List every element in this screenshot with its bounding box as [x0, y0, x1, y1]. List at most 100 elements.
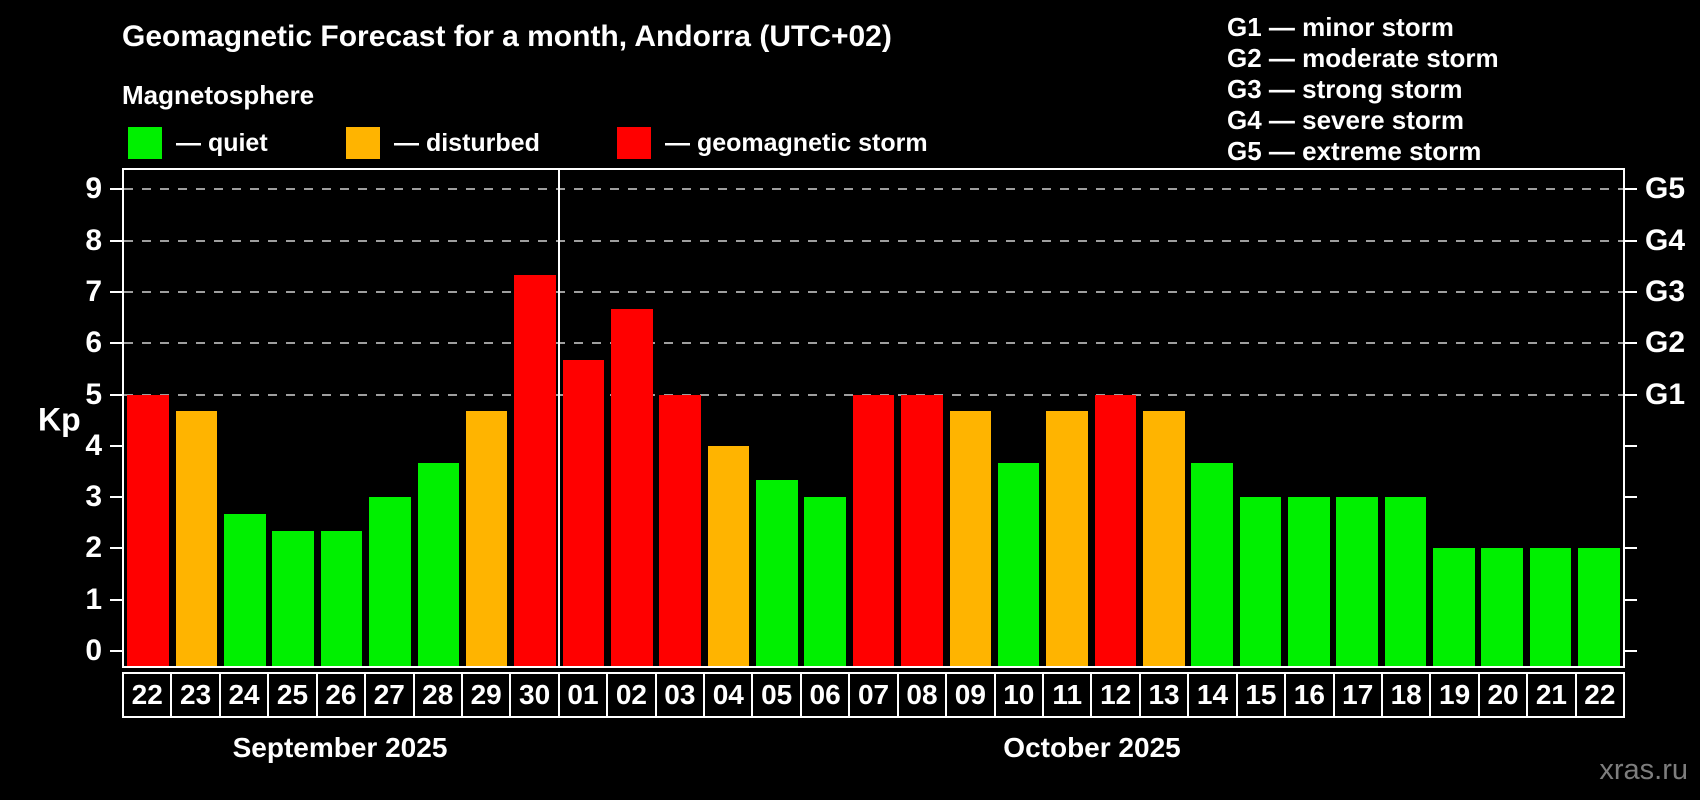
day-label: 23 [170, 672, 221, 718]
quiet-swatch-icon [128, 127, 162, 159]
legend-item-disturbed: — disturbed [346, 126, 540, 160]
kp-bar [756, 480, 798, 666]
storm-scale-legend-g4: G4 — severe storm [1227, 105, 1465, 135]
day-label: 03 [654, 672, 706, 718]
bar-cell [946, 170, 994, 666]
kp-bar [949, 411, 992, 666]
g-scale-label-g3: G3 [1645, 274, 1686, 308]
right-axis-tick [1625, 650, 1637, 652]
gridline-kp-7 [124, 290, 1623, 293]
day-label: 22 [122, 672, 173, 718]
y-axis-tick-label: 1 [85, 582, 102, 616]
plot-area [122, 168, 1625, 668]
day-label: 21 [1526, 672, 1577, 718]
y-axis-tick [110, 393, 122, 396]
y-axis-tick [110, 444, 122, 447]
right-axis-tick [1625, 444, 1637, 447]
right-axis-tick [1625, 188, 1637, 191]
bar-cell [1575, 170, 1623, 666]
month-separator-line [558, 170, 561, 666]
storm-scale-legend-g1: G1 — minor storm [1227, 12, 1454, 42]
bar-cell [849, 170, 897, 666]
bar-cell [1333, 170, 1381, 666]
kp-bar [175, 411, 218, 666]
y-axis-tick-label: 8 [85, 223, 102, 257]
kp-bar [465, 411, 508, 666]
y-axis-title: Kp [38, 401, 81, 438]
storm-swatch-icon [617, 127, 651, 159]
bar-cell [172, 170, 220, 666]
day-label: 20 [1477, 672, 1529, 718]
bar-cell [753, 170, 801, 666]
y-axis-tick [110, 547, 122, 550]
y-axis-tick [110, 239, 122, 242]
right-axis-tick [1625, 393, 1637, 396]
day-label: 16 [1284, 672, 1335, 718]
day-label: 14 [1187, 672, 1238, 718]
gridline-kp-8 [124, 239, 1623, 242]
y-axis-tick [110, 290, 122, 293]
bar-cell [656, 170, 704, 666]
kp-bar [1239, 497, 1282, 666]
day-label: 09 [945, 672, 996, 718]
g-scale-label-g5: G5 [1645, 172, 1686, 206]
kp-bar [1336, 497, 1378, 666]
day-label: 13 [1138, 672, 1190, 718]
day-label: 26 [315, 672, 367, 718]
bar-cell [124, 170, 172, 666]
day-label: 10 [993, 672, 1045, 718]
legend-label-disturbed: — disturbed [394, 128, 540, 157]
g-scale-label-g4: G4 [1645, 223, 1686, 257]
bar-cell [1285, 170, 1333, 666]
bar-cell [317, 170, 365, 666]
right-axis-tick [1625, 598, 1637, 601]
storm-scale-legend-g3: G3 — strong storm [1227, 74, 1463, 104]
day-label: 22 [1574, 672, 1626, 718]
kp-bar [1433, 548, 1475, 666]
day-label: 05 [751, 672, 802, 718]
day-label: 02 [606, 672, 657, 718]
kp-bar [659, 394, 701, 666]
y-axis-tick [110, 188, 122, 191]
bar-cell [1043, 170, 1091, 666]
legend-label-storm: — geomagnetic storm [665, 128, 928, 157]
kp-bar [369, 497, 411, 666]
storm-scale-legend-g5: G5 — extreme storm [1227, 136, 1482, 166]
bar-cell [608, 170, 656, 666]
legend-label-quiet: — quiet [176, 128, 268, 157]
y-axis-tick-label: 3 [85, 480, 102, 514]
y-axis-tick [110, 650, 122, 652]
kp-bar [417, 462, 460, 666]
bar-cell [559, 170, 607, 666]
bar-cell [1430, 170, 1478, 666]
bar-cell [221, 170, 269, 666]
day-label: 06 [799, 672, 851, 718]
storm-scale-legend: G1 — minor storm G2 — moderate storm G3 … [1227, 12, 1499, 167]
bar-cell [994, 170, 1042, 666]
chart-subtitle: Magnetosphere [122, 80, 315, 110]
kp-bar [1191, 462, 1233, 666]
watermark: xras.ru [1599, 754, 1688, 786]
kp-bar [1578, 548, 1620, 666]
y-axis-tick-label: 4 [85, 428, 102, 462]
bar-cell [1140, 170, 1188, 666]
day-label: 15 [1235, 672, 1287, 718]
kp-bar [127, 394, 169, 666]
g-scale-label-g2: G2 [1645, 326, 1686, 360]
bar-cell [704, 170, 752, 666]
kp-bar [1384, 497, 1427, 666]
kp-bar [707, 445, 750, 666]
day-label: 29 [460, 672, 512, 718]
day-label: 30 [509, 672, 560, 718]
kp-bar [1046, 411, 1088, 666]
bar-cell [511, 170, 559, 666]
bar-cell [1526, 170, 1574, 666]
y-axis-tick-label: 9 [85, 172, 102, 206]
kp-bar [852, 394, 895, 666]
right-axis-tick [1625, 547, 1637, 550]
kp-bar [320, 531, 363, 666]
day-label: 25 [267, 672, 318, 718]
bar-cell [463, 170, 511, 666]
bar-cell [1091, 170, 1139, 666]
